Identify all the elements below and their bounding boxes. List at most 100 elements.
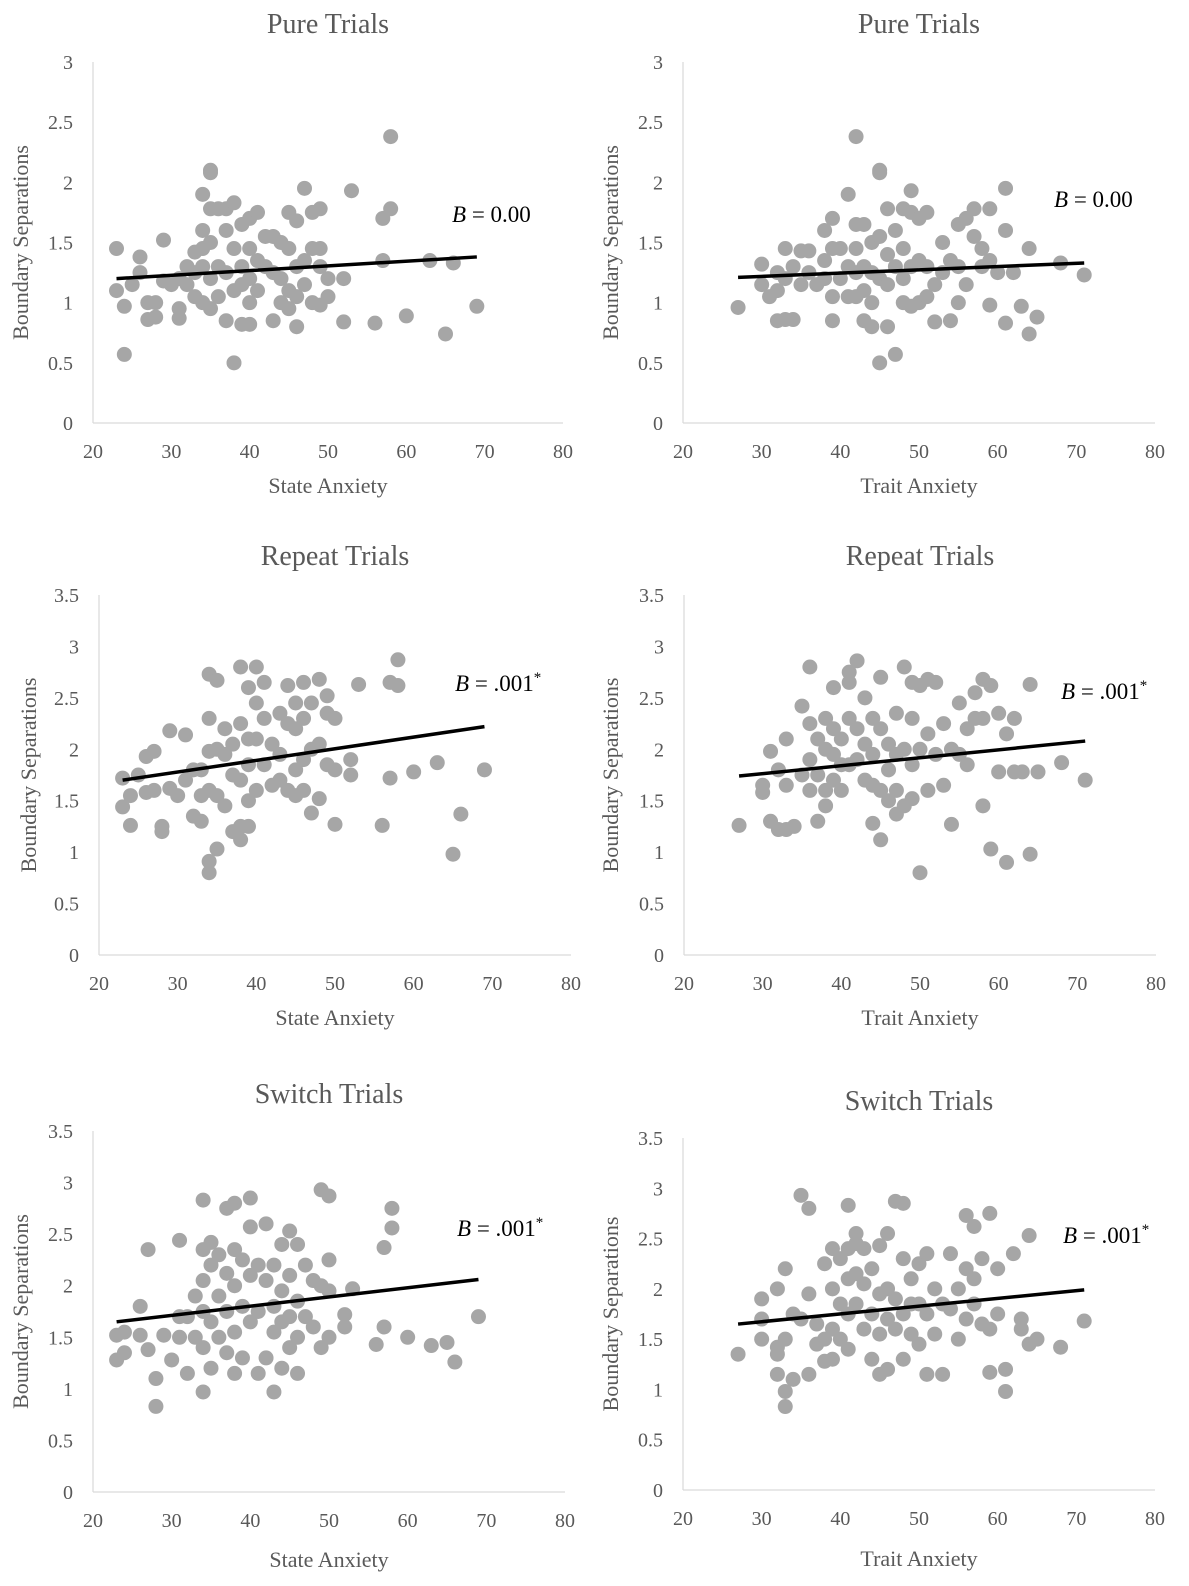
data-point	[320, 271, 336, 287]
data-point	[1053, 1339, 1069, 1355]
data-point	[903, 1271, 919, 1287]
data-point	[233, 772, 249, 788]
data-point	[818, 710, 834, 726]
data-point	[274, 1360, 290, 1376]
data-point	[943, 816, 959, 832]
data-point	[248, 659, 264, 675]
data-point	[282, 1309, 298, 1325]
data-point	[227, 1278, 243, 1294]
data-point	[801, 1286, 817, 1302]
data-point	[423, 1338, 439, 1354]
data-point	[818, 782, 834, 798]
data-point	[872, 355, 888, 371]
data-point	[888, 705, 904, 721]
x-tick-label: 60	[988, 1508, 1008, 1530]
data-point	[959, 721, 975, 737]
data-point	[927, 314, 943, 330]
data-point	[873, 669, 889, 685]
data-point	[911, 1256, 927, 1272]
data-point	[817, 1256, 833, 1272]
coefficient-value: = 0.00	[1068, 187, 1133, 212]
data-point	[840, 1197, 856, 1213]
data-point	[280, 678, 296, 694]
data-point	[991, 705, 1007, 721]
data-point	[832, 1331, 848, 1347]
data-point	[942, 313, 958, 329]
data-point	[156, 1327, 172, 1343]
data-point	[233, 832, 249, 848]
data-point	[928, 674, 944, 690]
coefficient-symbol: B	[1063, 1223, 1077, 1248]
data-point	[802, 782, 818, 798]
data-point	[982, 201, 998, 217]
data-point	[864, 295, 880, 311]
data-point	[872, 1326, 888, 1342]
y-tick-label: 2.5	[639, 688, 664, 710]
data-point	[754, 1311, 770, 1327]
scatter-chart: Switch Trials 0 0.5 1 1.5 2 2.5 3 3.5 20 30 40 50 60 7…	[8, 1079, 575, 1572]
data-point	[887, 1291, 903, 1307]
data-point	[383, 201, 399, 217]
data-point	[974, 241, 990, 257]
chart-panel-pure-trait: Pure Trials 0 0.5 1 1.5 2 2.5 3 20 30 40 50 60 70 80 Tr…	[594, 0, 1189, 520]
data-point	[234, 1350, 250, 1366]
data-point	[810, 813, 826, 829]
data-point	[840, 186, 856, 202]
data-point	[1006, 710, 1022, 726]
data-point	[880, 201, 896, 217]
data-point	[453, 806, 469, 822]
data-point	[289, 213, 305, 229]
data-point	[903, 183, 919, 199]
data-point	[990, 265, 1006, 281]
y-tick-label: 1	[654, 842, 664, 864]
data-point	[256, 710, 272, 726]
data-point	[250, 1257, 266, 1273]
y-tick-label: 3.5	[54, 585, 79, 607]
chart-panel-switch-trait: Switch Trials 0 0.5 1 1.5 2 2.5 3 3.5 20 30 40 50 60 7…	[594, 1050, 1189, 1586]
data-point	[368, 1337, 384, 1353]
data-point	[864, 319, 880, 335]
chart-title: Repeat Trials	[261, 541, 410, 572]
data-point	[1021, 241, 1037, 257]
data-point	[857, 736, 873, 752]
data-point	[802, 752, 818, 768]
data-point	[282, 1267, 298, 1283]
data-point	[201, 865, 217, 881]
x-axis-label: Trait Anxiety	[860, 473, 977, 498]
x-axis-label: State Anxiety	[269, 1547, 388, 1572]
data-point	[763, 743, 779, 759]
data-point	[201, 853, 217, 869]
x-tick-label: 40	[830, 441, 850, 463]
data-point	[187, 1288, 203, 1304]
data-point	[896, 741, 912, 757]
data-point	[297, 1309, 313, 1325]
data-point	[289, 289, 305, 305]
data-point	[958, 1311, 974, 1327]
data-point	[982, 1321, 998, 1337]
data-point	[195, 222, 211, 238]
data-point	[794, 698, 810, 714]
data-point	[785, 312, 801, 328]
y-tick-label: 0	[654, 945, 664, 967]
data-point	[336, 271, 352, 287]
x-tick-label: 20	[673, 1508, 693, 1530]
data-point	[942, 1301, 958, 1317]
data-point	[942, 1246, 958, 1262]
data-point	[374, 817, 390, 833]
y-axis-label: Boundary Separations	[598, 1217, 623, 1412]
x-tick-label: 70	[475, 441, 495, 463]
x-tick-label: 50	[325, 973, 345, 995]
data-point	[888, 782, 904, 798]
data-point	[982, 1205, 998, 1221]
y-tick-label: 0.5	[639, 894, 664, 916]
data-point	[832, 1296, 848, 1312]
data-point	[122, 788, 138, 804]
data-point	[242, 271, 258, 287]
data-point	[390, 678, 406, 694]
y-tick-label: 0.5	[638, 353, 663, 375]
data-point	[824, 1351, 840, 1367]
data-point	[950, 295, 966, 311]
data-point	[801, 243, 817, 259]
data-point	[825, 772, 841, 788]
data-point	[785, 259, 801, 275]
